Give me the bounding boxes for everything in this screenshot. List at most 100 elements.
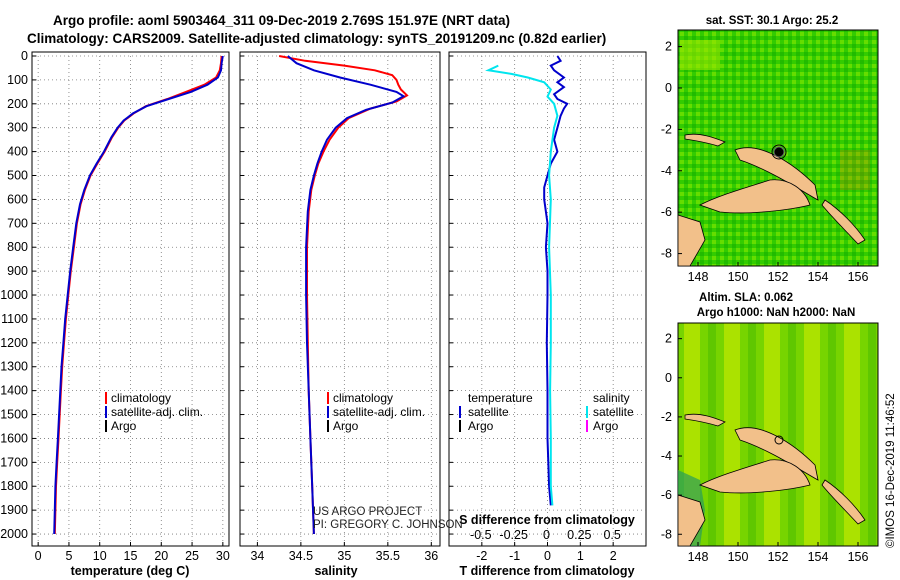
- legend-swatch-argo: [105, 420, 107, 432]
- x-tick-label: 15: [124, 549, 138, 563]
- x-tick-label: 35: [337, 549, 351, 563]
- series-line-salinity-satellite: [485, 64, 559, 506]
- x-tick-label: -2: [476, 549, 487, 563]
- depth-axis: 0 100 200 300 400 500 600 700 800 900 1000 1100 1200…: [0, 49, 28, 541]
- map-lat-label: -4: [661, 449, 672, 463]
- legend-temp-satellite: satellite: [468, 405, 509, 419]
- x-tick-label: 0: [35, 549, 42, 563]
- legend-climatology: climatology: [111, 391, 171, 405]
- map-lat-label: 0: [665, 371, 672, 385]
- legend-swatch-temp-argo: [459, 420, 461, 432]
- manus-island: [684, 133, 726, 147]
- legend-swatch-sal-argo: [586, 420, 588, 432]
- depth-tick-label: 1900: [0, 503, 28, 517]
- depth-tick-label: 900: [7, 264, 28, 278]
- depth-tick-label: 1800: [0, 479, 28, 493]
- map-lat-label: 0: [665, 81, 672, 95]
- temperature-xlabel: temperature (deg C): [71, 564, 190, 578]
- map-lat-label: -2: [661, 122, 672, 136]
- sla-map-title-1: Altim. SLA: 0.062: [699, 292, 793, 304]
- legend-swatch-sal-satellite: [586, 406, 588, 418]
- credit-pi: PI: GREGORY C. JOHNSON: [313, 519, 463, 531]
- map-axes: 148 150 152 154 156 2 0 -2 -4 -6 -8 148 150 152 154 156…: [661, 40, 869, 564]
- bougainville-landmass: [821, 479, 866, 525]
- map-lon-label: 152: [768, 270, 789, 284]
- depth-tick-label: 1500: [0, 408, 28, 422]
- legend-salinity-heading: salinity: [593, 391, 630, 405]
- imos-timestamp: ©IMOS 16-Dec-2019 11:46:52: [885, 393, 897, 548]
- depth-tick-label: 1000: [0, 288, 28, 302]
- depth-tick-label: 400: [7, 145, 28, 159]
- depth-tick-label: 600: [7, 192, 28, 206]
- new-britain-landmass: [698, 459, 811, 494]
- depth-tick-label: 200: [7, 97, 28, 111]
- png-mainland: [677, 214, 706, 267]
- map-lat-label: -8: [661, 247, 672, 261]
- map-lat-label: 2: [665, 40, 672, 54]
- salinity-diff-tick-label: -0.5: [470, 528, 492, 542]
- map-lat-label: -6: [661, 205, 672, 219]
- x-tick-label: 36: [424, 549, 438, 563]
- float-position-marker: [774, 435, 784, 445]
- x-axes: 0 5 10 15 20 25 30 34 34.5 35 35.5 36 -2 -1 0 1 2 -0.5 -0.…: [35, 528, 621, 563]
- depth-tick-label: 100: [7, 73, 28, 87]
- depth-tick-label: 1300: [0, 360, 28, 374]
- depth-tick-label: 700: [7, 216, 28, 230]
- map-lat-label: -6: [661, 488, 672, 502]
- sst-map-title: sat. SST: 30.1 Argo: 25.2: [706, 15, 839, 27]
- salinity-panel: [239, 51, 441, 547]
- map-lon-label: 152: [768, 550, 789, 564]
- x-tick-label: 1: [577, 549, 584, 563]
- map-lat-label: -4: [661, 164, 672, 178]
- map-lat-label: 2: [665, 332, 672, 346]
- legend-satellite-adj: satellite-adj. clim.: [333, 405, 425, 419]
- salinity-difference-xlabel: S difference from climatology: [459, 513, 635, 527]
- legend-argo: Argo: [333, 419, 359, 433]
- depth-tick-label: 1400: [0, 384, 28, 398]
- png-mainland: [677, 494, 706, 547]
- map-lon-label: 148: [688, 270, 709, 284]
- manus-island: [684, 413, 726, 427]
- difference-xlabel: T difference from climatology: [459, 564, 634, 578]
- difference-legend: temperature salinity satellite Argo sate…: [459, 391, 634, 433]
- salinity-diff-tick-label: 0.5: [603, 528, 620, 542]
- x-tick-label: 5: [65, 549, 72, 563]
- depth-tick-label: 1100: [1, 312, 28, 326]
- legend-argo: Argo: [111, 419, 137, 433]
- map-lon-label: 156: [848, 270, 869, 284]
- depth-tick-label: 500: [7, 169, 28, 183]
- depth-tick-label: 300: [7, 121, 28, 135]
- profile-lines: [53, 55, 569, 535]
- map-lon-label: 150: [728, 550, 749, 564]
- x-tick-label: 0: [544, 549, 551, 563]
- legend-swatch-argo: [327, 420, 329, 432]
- legend-climatology: climatology: [333, 391, 393, 405]
- series-line-temperature-satellite: [543, 55, 569, 506]
- x-tick-label: 25: [185, 549, 199, 563]
- map-lon-label: 154: [808, 270, 829, 284]
- map-lat-label: -2: [661, 410, 672, 424]
- salinity-diff-tick-label: 0.25: [567, 528, 591, 542]
- x-tick-label: 30: [216, 549, 230, 563]
- x-tick-label: 10: [93, 549, 107, 563]
- depth-tick-label: 1200: [0, 336, 28, 350]
- salinity-legend: climatology satellite-adj. clim. Argo: [327, 391, 425, 433]
- legend-temperature-heading: temperature: [468, 391, 533, 405]
- bougainville-landmass: [821, 199, 866, 245]
- credit-project: US ARGO PROJECT: [313, 506, 422, 518]
- depth-tick-label: 800: [7, 240, 28, 254]
- x-tick-label: 2: [610, 549, 617, 563]
- new-britain-landmass: [698, 179, 811, 214]
- sla-map: [677, 322, 879, 547]
- legend-swatch-climatology: [327, 392, 329, 404]
- temperature-legend: climatology satellite-adj. clim. Argo: [105, 391, 203, 433]
- x-tick-label: 34: [250, 549, 264, 563]
- sla-map-title-2: Argo h1000: NaN h2000: NaN: [697, 307, 856, 319]
- x-tick-label: 35.5: [376, 549, 400, 563]
- legend-swatch-climatology: [105, 392, 107, 404]
- depth-tick-label: 1700: [0, 455, 28, 469]
- legend-swatch-satellite: [105, 406, 107, 418]
- legend-swatch-satellite: [327, 406, 329, 418]
- legend-satellite-adj: satellite-adj. clim.: [111, 405, 203, 419]
